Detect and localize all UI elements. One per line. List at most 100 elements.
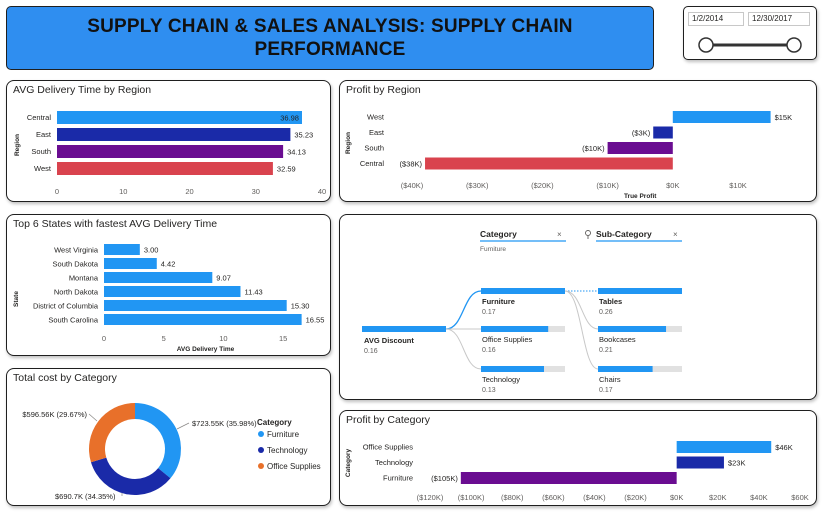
- profit-region-data-label: ($10K): [582, 144, 605, 153]
- top-states-title: Top 6 States with fastest AVG Delivery T…: [13, 218, 218, 230]
- date-range-slicer[interactable]: 1/2/2014 12/30/2017: [683, 6, 817, 60]
- tree-link: [445, 290, 482, 330]
- delivery-region-data-label: 36.98: [280, 114, 299, 123]
- top-states-tick: 15: [279, 334, 287, 343]
- top-states-card: Top 6 States with fastest AVG Delivery T…: [6, 214, 331, 356]
- profit-category-bar: [676, 456, 724, 469]
- legend-marker: [258, 447, 264, 453]
- profit-region-tick: ($10K): [596, 181, 619, 190]
- profit-category-tick: $60K: [791, 493, 809, 502]
- node-bar: [481, 326, 549, 332]
- subcategory-node-label: Bookcases: [599, 335, 636, 344]
- donut-slice: [90, 457, 171, 495]
- subcategory-node-value: 0.17: [599, 387, 613, 394]
- profit-category-data-label: $46K: [775, 443, 793, 452]
- delivery-region-y-title: Region: [14, 134, 21, 156]
- state-data-label: 9.07: [216, 274, 231, 283]
- profit-category-chart: Category Office Supplies $46K Technology $23…: [345, 441, 809, 502]
- state-data-label: 11.43: [244, 288, 262, 297]
- state-bar: [104, 258, 157, 269]
- profit-category-tick: ($120K): [417, 493, 444, 502]
- region-label: South: [364, 144, 384, 153]
- region-label: Central: [27, 113, 52, 122]
- state-bar: [104, 314, 302, 325]
- decomposition-tree[interactable]: Category × Furniture Sub-Category × AVG …: [340, 215, 817, 400]
- delivery-region-bar: [57, 111, 302, 124]
- profit-region-tick: ($20K): [531, 181, 554, 190]
- region-label: West: [34, 164, 52, 173]
- state-data-label: 4.42: [161, 260, 176, 269]
- profit-category-data-label: ($105K): [431, 474, 458, 483]
- tree-link: [564, 290, 599, 330]
- category-header: Category: [480, 229, 517, 239]
- subcategory-node-value: 0.21: [599, 347, 613, 354]
- category-close-icon[interactable]: ×: [557, 230, 562, 239]
- delivery-region-tick: 20: [185, 187, 193, 196]
- state-bar: [104, 272, 213, 283]
- profit-region-bar: [607, 142, 673, 154]
- delivery-region-bar: [57, 162, 273, 175]
- category-node-label: Office Supplies: [482, 335, 533, 344]
- legend-item: Furniture: [267, 430, 300, 439]
- region-label: South: [31, 147, 51, 156]
- cost-category-card: Total cost by Category $723.55K (35.98%)…: [6, 368, 331, 506]
- region-label: East: [369, 128, 385, 137]
- profit-region-tick: $0K: [666, 181, 679, 190]
- state-bar: [104, 244, 140, 255]
- top-states-chart: State West Virginia 3.00 South Dakota 4.42 Mo…: [13, 244, 324, 353]
- profit-region-data-label: $15K: [775, 113, 793, 122]
- donut-data-label: $723.55K (35.98%): [192, 419, 257, 428]
- delivery-region-data-label: 34.13: [287, 148, 306, 157]
- node-bar: [598, 366, 653, 372]
- start-handle[interactable]: [698, 37, 714, 53]
- delivery-region-tick: 0: [55, 187, 59, 196]
- profit-category-tick: ($100K): [458, 493, 485, 502]
- delivery-region-tick: 30: [252, 187, 260, 196]
- profit-region-chart: Region West $15K East ($3K) South ($10K) Centra…: [345, 111, 793, 200]
- legend-marker: [258, 463, 264, 469]
- category-filter-value: Furniture: [480, 246, 506, 253]
- category-node-label: Technology: [482, 375, 520, 384]
- profit-category-data-label: $23K: [728, 459, 746, 468]
- date-range-track[interactable]: [684, 29, 818, 59]
- donut-slice: [88, 403, 135, 463]
- dashboard-title: SUPPLY CHAIN & SALES ANALYSIS: SUPPLY CH…: [87, 16, 573, 60]
- category-node-value: 0.13: [482, 387, 496, 394]
- profit-category-bar: [676, 441, 772, 453]
- profit-category-tick: ($40K): [583, 493, 606, 502]
- top-states-y-title: State: [13, 291, 20, 307]
- profit-region-tick: ($40K): [401, 181, 424, 190]
- top-states-tick: 10: [219, 334, 227, 343]
- subcategory-node-value: 0.26: [599, 309, 613, 316]
- delivery-region-tick: 40: [318, 187, 326, 196]
- decomposition-tree-card[interactable]: Category × Furniture Sub-Category × AVG …: [339, 214, 817, 400]
- region-label: East: [36, 130, 52, 139]
- profit-region-bar: [425, 157, 673, 170]
- region-label: West: [367, 113, 385, 122]
- profit-category-tick: ($20K): [624, 493, 647, 502]
- category-node-value: 0.16: [482, 347, 496, 354]
- donut-data-label: $690.7K (34.35%): [55, 492, 116, 501]
- top-states-tick: 5: [162, 334, 166, 343]
- profit-region-data-label: ($38K): [400, 160, 423, 169]
- subcategory-node-label: Tables: [599, 297, 622, 306]
- state-label: South Dakota: [53, 260, 99, 269]
- profit-category-title: Profit by Category: [346, 414, 431, 426]
- end-date-input[interactable]: 12/30/2017: [748, 12, 810, 26]
- start-date-input[interactable]: 1/2/2014: [688, 12, 744, 26]
- state-data-label: 3.00: [144, 246, 159, 255]
- profit-region-card: Profit by Region Region West $15K East ($3K)…: [339, 80, 817, 202]
- donut-slice: [135, 403, 181, 479]
- top-states-tick: 0: [102, 334, 106, 343]
- profit-region-bar: [672, 111, 771, 123]
- dashboard-title-banner: SUPPLY CHAIN & SALES ANALYSIS: SUPPLY CH…: [6, 6, 654, 70]
- end-handle[interactable]: [786, 37, 802, 53]
- profit-region-data-label: ($3K): [632, 129, 651, 138]
- cost-category-title: Total cost by Category: [13, 372, 117, 384]
- delivery-region-title: AVG Delivery Time by Region: [13, 84, 152, 96]
- node-bar: [481, 366, 544, 372]
- root-value: 0.16: [364, 348, 378, 355]
- category-label: Furniture: [383, 474, 413, 483]
- subcategory-close-icon[interactable]: ×: [673, 230, 678, 239]
- profit-region-title: Profit by Region: [346, 84, 421, 96]
